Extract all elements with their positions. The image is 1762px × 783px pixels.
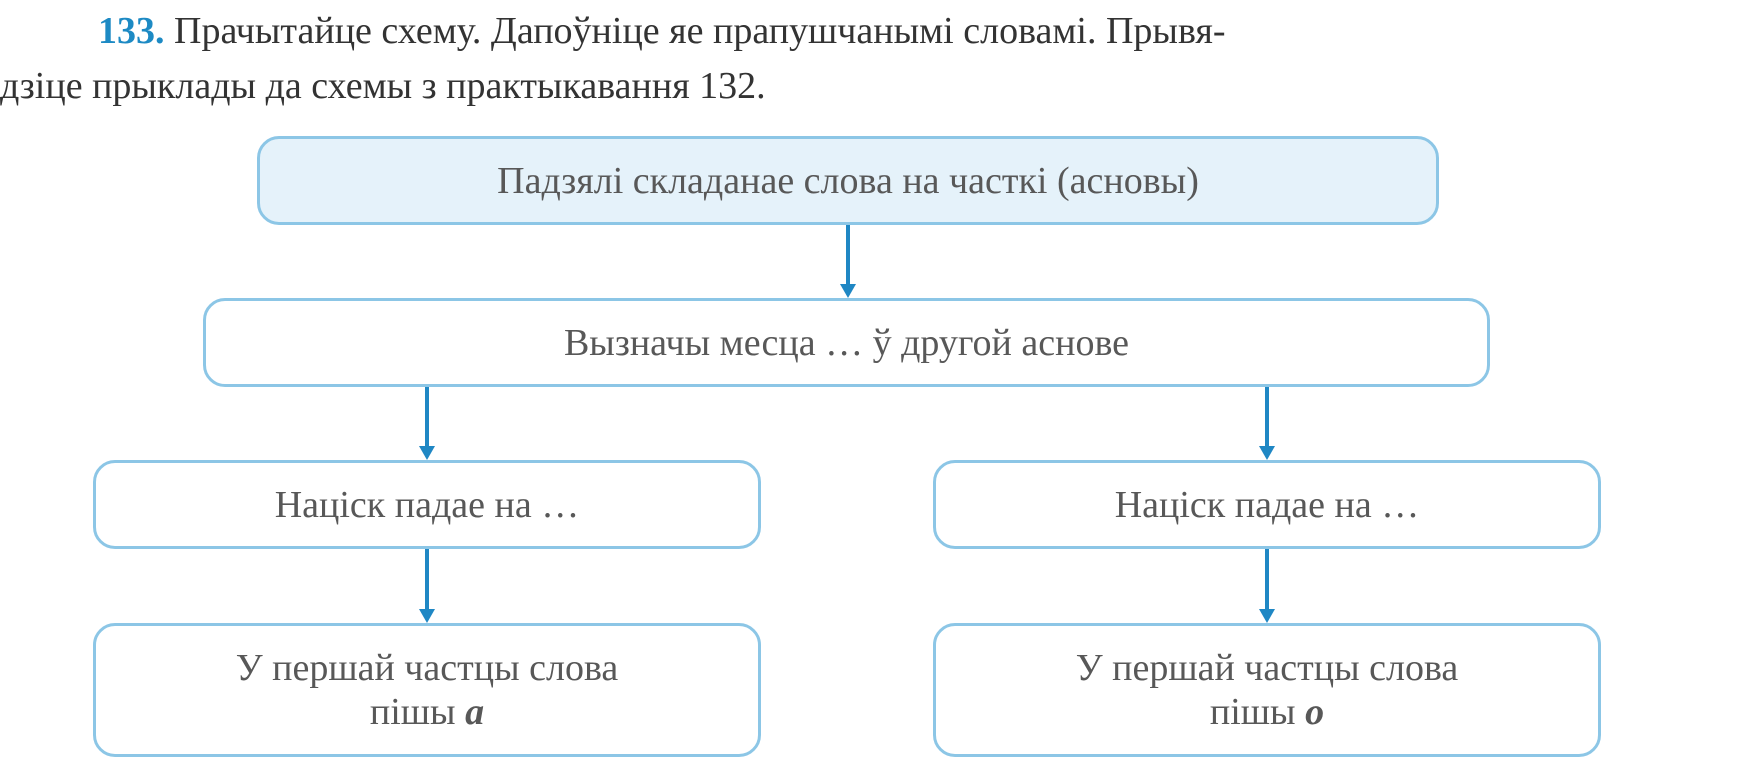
box2-text: Вызначы месца … ў другой аснове: [564, 321, 1129, 365]
box5-line1: У першай частцы слова: [236, 647, 619, 689]
flowchart-box-3: Націск падае на …: [93, 460, 761, 549]
task-line2: дзіце прыклады да схемы з практыкавання …: [0, 59, 766, 114]
flowchart-box-5: У першай частцы слова пішы а: [93, 623, 761, 757]
box5-line2-prefix: пішы: [370, 691, 465, 733]
flowchart-box-1: Падзялі складанае слова на часткі (аснов…: [257, 136, 1439, 225]
box1-text: Падзялі складанае слова на часткі (аснов…: [497, 159, 1199, 203]
box4-text: Націск падае на …: [1115, 483, 1420, 527]
box3-text: Націск падае на …: [275, 483, 580, 527]
flowchart-box-6: У першай частцы слова пішы о: [933, 623, 1601, 757]
box6-content: У першай частцы слова пішы о: [1076, 646, 1459, 734]
box5-content: У першай частцы слова пішы а: [236, 646, 619, 734]
box6-line2-bold: о: [1305, 691, 1324, 733]
box5-line2-bold: а: [465, 691, 484, 733]
flowchart-box-2: Вызначы месца … ў другой аснове: [203, 298, 1490, 387]
task-text: 133. Прачытайце схему. Дапоўніце яе прап…: [98, 4, 1718, 114]
task-number: 133.: [98, 10, 165, 52]
box6-line2-prefix: пішы: [1210, 691, 1305, 733]
task-line1: Прачытайце схему. Дапоўніце яе прапушчан…: [165, 10, 1226, 52]
box6-line1: У першай частцы слова: [1076, 647, 1459, 689]
flowchart-box-4: Націск падае на …: [933, 460, 1601, 549]
